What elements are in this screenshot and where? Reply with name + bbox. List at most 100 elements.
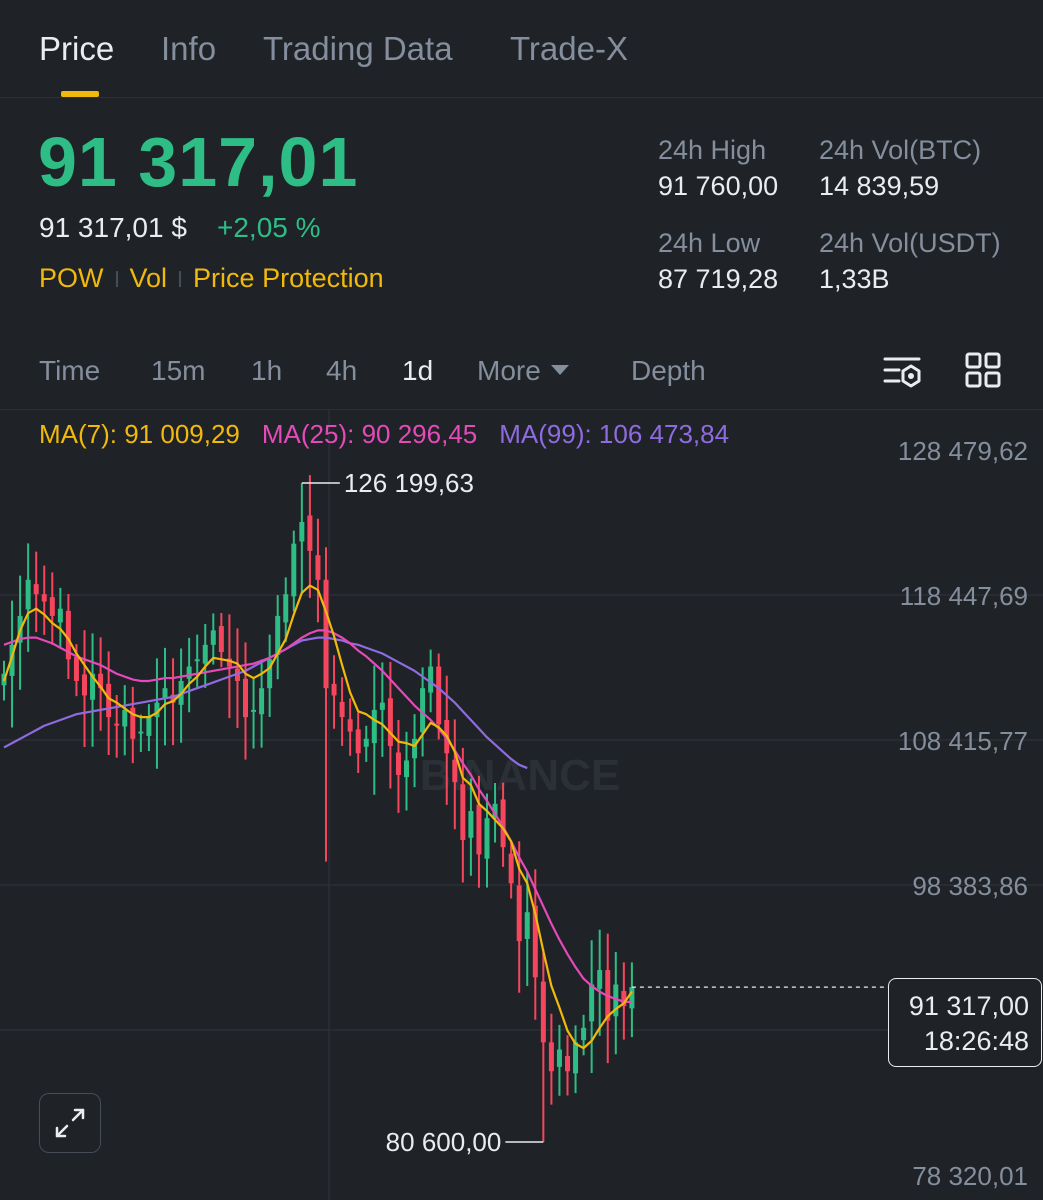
candle-body [565, 1056, 570, 1072]
interval-15m[interactable]: 15m [151, 355, 206, 386]
candle-body [428, 666, 434, 693]
candle-body [516, 885, 522, 942]
candle-body [291, 543, 297, 597]
candle-body [57, 608, 63, 623]
interval-more[interactable]: More [477, 355, 569, 387]
candle-body [476, 804, 482, 855]
ma7-value: MA(7): 91 009,29 [39, 419, 240, 449]
candle-body [98, 673, 104, 689]
candle-body [106, 683, 112, 718]
candle-body [468, 811, 474, 838]
candle-body [186, 666, 192, 679]
candle-body [379, 702, 385, 710]
candle-body [589, 984, 595, 1022]
chevron-down-icon [550, 364, 569, 375]
high-label: 24h High [658, 135, 767, 165]
candle-body [218, 626, 224, 653]
more-label: More [477, 355, 541, 386]
candle-body [299, 521, 305, 542]
candle-body [307, 515, 313, 551]
ma7-line [2, 584, 633, 1050]
candle-body [275, 615, 281, 655]
candle-body [581, 1027, 587, 1041]
candle-body [492, 803, 498, 819]
candle-body [146, 717, 152, 736]
candle-body [65, 610, 71, 660]
current-price: 91 317,00 [908, 991, 1029, 1021]
interval-1d[interactable]: 1d [402, 355, 434, 386]
candle-body [524, 912, 530, 939]
candle-body [347, 719, 353, 732]
y-tick-label: 98 383,86 [912, 871, 1028, 901]
interval-1h[interactable]: 1h [251, 355, 283, 386]
tag-divider [179, 270, 182, 287]
y-tick-label: 118 447,69 [900, 581, 1028, 611]
low-annotation: 80 600,00 [386, 1127, 502, 1157]
candle-body [226, 658, 232, 667]
candle-countdown: 18:26:48 [923, 1026, 1029, 1056]
ma25-line [3, 629, 632, 1004]
tab-trading-data[interactable]: Trading Data [263, 30, 453, 67]
candle-body [259, 688, 265, 715]
candle-body [395, 752, 401, 775]
candle-body [41, 594, 47, 602]
candle-body [500, 799, 506, 848]
candle-body [49, 597, 55, 616]
candle-body [404, 760, 409, 778]
candle-body [33, 584, 39, 595]
candle-body [170, 694, 176, 703]
interval-depth[interactable]: Depth [631, 355, 706, 386]
candle-body [629, 987, 635, 1009]
candle-body [573, 1042, 579, 1074]
chart-settings-icon[interactable] [881, 350, 925, 394]
candle-body [122, 709, 128, 727]
y-tick-label: 78 320,01 [912, 1161, 1028, 1191]
tag-price-protection[interactable]: Price Protection [193, 263, 384, 293]
high-value: 91 760,00 [658, 171, 779, 201]
tab-info[interactable]: Info [161, 30, 217, 67]
tag-pow[interactable]: POW [39, 263, 104, 293]
token-tags: POW Vol Price Protection [39, 263, 384, 294]
current-price-box: 91 317,00 18:26:48 [888, 978, 1042, 1067]
candle-body [194, 659, 200, 662]
candle-body [138, 731, 144, 734]
candle-body [267, 659, 273, 689]
interval-4h[interactable]: 4h [326, 355, 358, 386]
low-value: 87 719,28 [658, 264, 779, 294]
candle-body [436, 666, 442, 725]
tag-vol[interactable]: Vol [129, 263, 168, 293]
candle-body [154, 702, 160, 718]
candle-body [283, 594, 289, 623]
candle-body [331, 683, 337, 696]
candle-body [90, 673, 96, 700]
tag-divider [115, 270, 118, 287]
tab-trade-x[interactable]: Trade-X [510, 30, 628, 67]
ma-legend: MA(7): 91 009,29 MA(25): 90 296,45 MA(99… [39, 419, 729, 450]
interval-bar: Time 15m 1h 4h 1d More Depth [0, 340, 1043, 410]
candle-body [339, 701, 345, 718]
candle-body [613, 984, 619, 1017]
usd-price: 91 317,01 $ [39, 212, 187, 243]
candle-body [621, 991, 627, 1007]
candle-body [387, 698, 393, 747]
grid-layout-icon[interactable] [962, 350, 1006, 394]
high-annotation: 126 199,63 [344, 468, 474, 498]
watermark: BINANCE [420, 751, 620, 800]
candle-body [243, 678, 248, 718]
price-change-percent: +2,05 % [217, 212, 321, 243]
expand-icon[interactable] [39, 1093, 101, 1153]
candle-body [556, 1049, 562, 1067]
candle-body [82, 674, 87, 696]
candle-body [73, 657, 79, 681]
candle-body [355, 729, 361, 754]
candle-body [371, 709, 377, 744]
candle-body [315, 555, 321, 580]
candle-body [484, 818, 490, 859]
low-label: 24h Low [658, 228, 761, 258]
price-chart[interactable]: BINANCE 128 479,62 118 447,69 108 415,77 98… [0, 410, 1043, 1200]
tab-price[interactable]: Price [39, 30, 115, 67]
candlestick-chart[interactable]: BINANCE 128 479,62 118 447,69 108 415,77 98… [0, 410, 1043, 1200]
interval-time[interactable]: Time [39, 355, 101, 386]
vol-btc-value: 14 839,59 [819, 171, 940, 201]
candle-body [597, 970, 603, 989]
